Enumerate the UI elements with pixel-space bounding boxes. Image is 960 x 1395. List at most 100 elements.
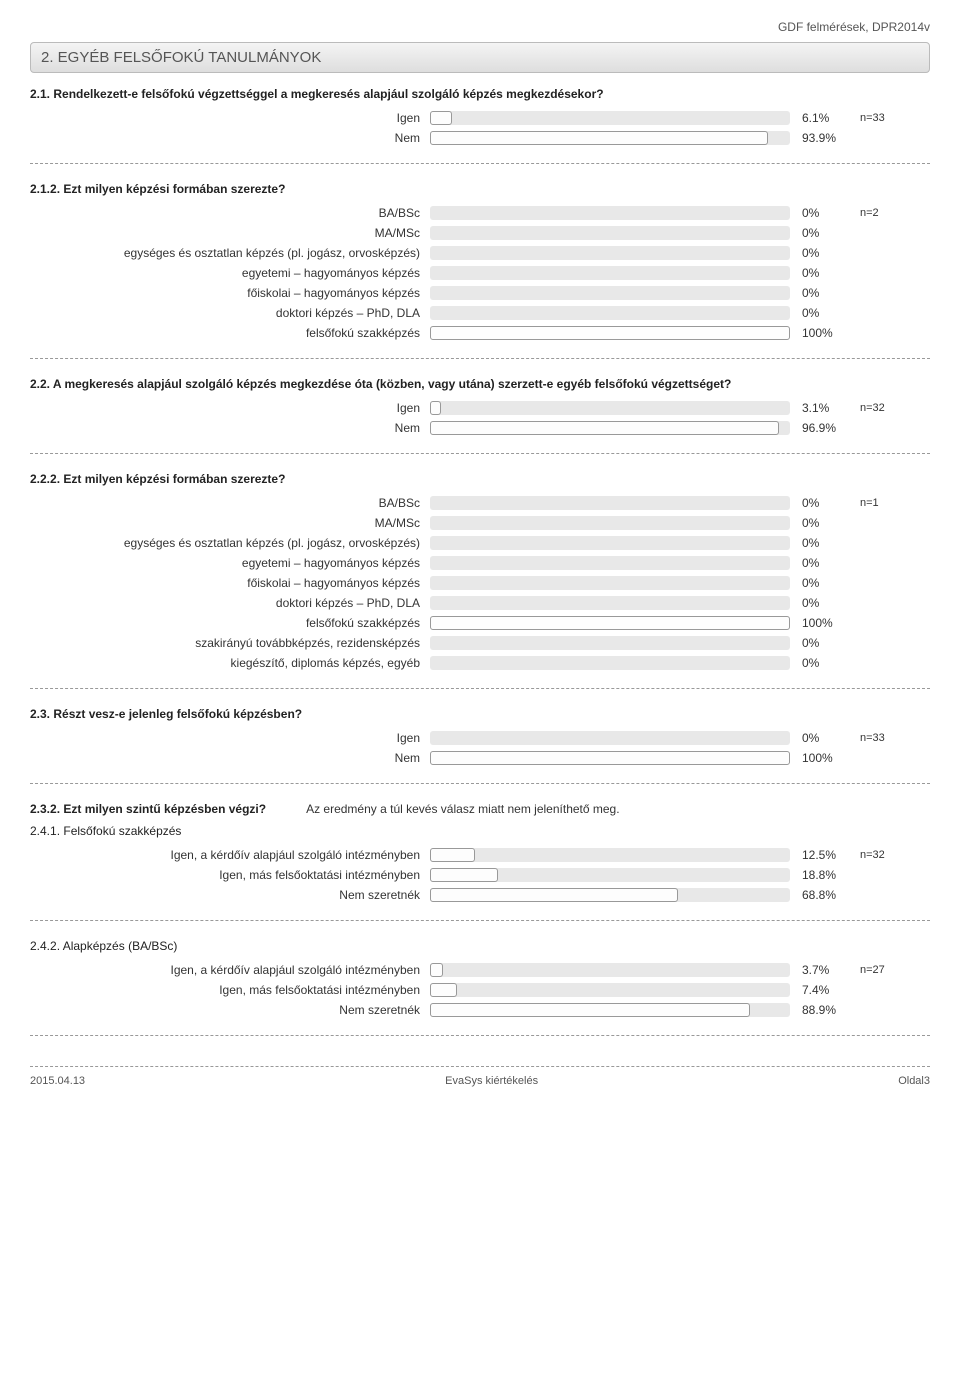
bar-value: 100% <box>790 326 850 340</box>
bar-track <box>430 868 790 882</box>
bar-track <box>430 496 790 510</box>
question-text: 2.1. Rendelkezett-e felsőfokú végzettség… <box>30 87 930 101</box>
bar-label: kiegészítő, diplomás képzés, egyéb <box>30 656 430 670</box>
bar-row: Igen 0% n=33 <box>30 731 930 745</box>
doc-header-right: GDF felmérések, DPR2014v <box>30 20 930 34</box>
bar-row: felsőfokú szakképzés 100% <box>30 326 930 340</box>
bar-label: Nem <box>30 131 430 145</box>
bar-value: 0% <box>790 656 850 670</box>
bar-label: Igen <box>30 111 430 125</box>
bar-value: 88.9% <box>790 1003 850 1017</box>
bar-row: Igen 6.1% n=33 <box>30 111 930 125</box>
divider <box>30 453 930 454</box>
bar-track <box>430 326 790 340</box>
bar-track <box>430 266 790 280</box>
bar-label: BA/BSc <box>30 496 430 510</box>
bar-label: Igen, a kérdőív alapjául szolgáló intézm… <box>30 963 430 977</box>
bar-label: BA/BSc <box>30 206 430 220</box>
divider <box>30 688 930 689</box>
bar-value: 7.4% <box>790 983 850 997</box>
bar-label: egyetemi – hagyományos képzés <box>30 556 430 570</box>
footer-center: EvaSys kiértékelés <box>445 1075 538 1087</box>
bar-row: Nem szeretnék 88.9% <box>30 1003 930 1017</box>
bar-track <box>430 556 790 570</box>
bar-value: 12.5% <box>790 848 850 862</box>
bar-fill <box>430 421 779 435</box>
bar-label: felsőfokú szakképzés <box>30 616 430 630</box>
bar-row: doktori képzés – PhD, DLA 0% <box>30 306 930 320</box>
bar-n: n=33 <box>850 112 900 124</box>
divider <box>30 1035 930 1036</box>
question-text: 2.1.2. Ezt milyen képzési formában szere… <box>30 182 930 196</box>
bar-label: szakirányú továbbképzés, rezidensképzés <box>30 636 430 650</box>
bar-fill <box>430 848 475 862</box>
bar-fill <box>430 616 790 630</box>
bar-fill <box>430 326 790 340</box>
bar-label: doktori képzés – PhD, DLA <box>30 596 430 610</box>
divider <box>30 358 930 359</box>
bar-label: Igen, a kérdőív alapjául szolgáló intézm… <box>30 848 430 862</box>
bar-row: MA/MSc 0% <box>30 226 930 240</box>
bar-value: 0% <box>790 496 850 510</box>
bar-row: főiskolai – hagyományos képzés 0% <box>30 286 930 300</box>
bar-label: Igen <box>30 401 430 415</box>
bar-label: MA/MSc <box>30 226 430 240</box>
bar-row: felsőfokú szakképzés 100% <box>30 616 930 630</box>
bar-track <box>430 516 790 530</box>
bar-value: 0% <box>790 731 850 745</box>
bar-track <box>430 596 790 610</box>
bar-row: egyetemi – hagyományos képzés 0% <box>30 266 930 280</box>
bar-fill <box>430 868 498 882</box>
bar-value: 0% <box>790 636 850 650</box>
question-text: 2.2.2. Ezt milyen képzési formában szere… <box>30 472 930 486</box>
divider <box>30 920 930 921</box>
footer-right: Oldal3 <box>898 1075 930 1087</box>
bar-value: 3.7% <box>790 963 850 977</box>
bar-n: n=33 <box>850 732 900 744</box>
bar-value: 3.1% <box>790 401 850 415</box>
bar-track <box>430 636 790 650</box>
bar-n: n=32 <box>850 402 900 414</box>
section-header: 2. EGYÉB FELSŐFOKÚ TANULMÁNYOK <box>30 42 930 73</box>
footer-left: 2015.04.13 <box>30 1075 85 1087</box>
bar-label: Nem <box>30 751 430 765</box>
bar-label: doktori képzés – PhD, DLA <box>30 306 430 320</box>
bar-value: 0% <box>790 576 850 590</box>
bar-label: Nem szeretnék <box>30 888 430 902</box>
bar-value: 0% <box>790 246 850 260</box>
bar-value: 100% <box>790 751 850 765</box>
sub-title: 2.4.2. Alapképzés (BA/BSc) <box>30 939 930 953</box>
bar-fill <box>430 963 443 977</box>
bar-row: szakirányú továbbképzés, rezidensképzés … <box>30 636 930 650</box>
bar-track <box>430 536 790 550</box>
bar-value: 0% <box>790 206 850 220</box>
bar-track <box>430 131 790 145</box>
bar-label: főiskolai – hagyományos képzés <box>30 286 430 300</box>
bar-row: egységes és osztatlan képzés (pl. jogász… <box>30 536 930 550</box>
question-text: 2.3. Részt vesz-e jelenleg felsőfokú kép… <box>30 707 930 721</box>
bar-label: egységes és osztatlan képzés (pl. jogász… <box>30 246 430 260</box>
bar-value: 0% <box>790 516 850 530</box>
bar-value: 0% <box>790 266 850 280</box>
note-text: Az eredmény a túl kevés válasz miatt nem… <box>306 802 619 816</box>
bar-value: 0% <box>790 536 850 550</box>
bar-row: Nem 93.9% <box>30 131 930 145</box>
question-text: 2.2. A megkeresés alapjául szolgáló képz… <box>30 377 930 391</box>
bar-value: 0% <box>790 556 850 570</box>
page-footer: 2015.04.13 EvaSys kiértékelés Oldal3 <box>30 1066 930 1087</box>
bar-track <box>430 576 790 590</box>
bar-track <box>430 306 790 320</box>
bar-row: Igen, a kérdőív alapjául szolgáló intézm… <box>30 963 930 977</box>
bar-track <box>430 983 790 997</box>
bar-label: Igen, más felsőoktatási intézményben <box>30 983 430 997</box>
bar-row: Igen, más felsőoktatási intézményben 18.… <box>30 868 930 882</box>
bar-value: 68.8% <box>790 888 850 902</box>
bar-value: 0% <box>790 286 850 300</box>
bar-label: Nem <box>30 421 430 435</box>
bar-fill <box>430 751 790 765</box>
bar-track <box>430 1003 790 1017</box>
bar-row: doktori képzés – PhD, DLA 0% <box>30 596 930 610</box>
bar-fill <box>430 131 768 145</box>
bar-row: Igen, más felsőoktatási intézményben 7.4… <box>30 983 930 997</box>
bar-track <box>430 848 790 862</box>
